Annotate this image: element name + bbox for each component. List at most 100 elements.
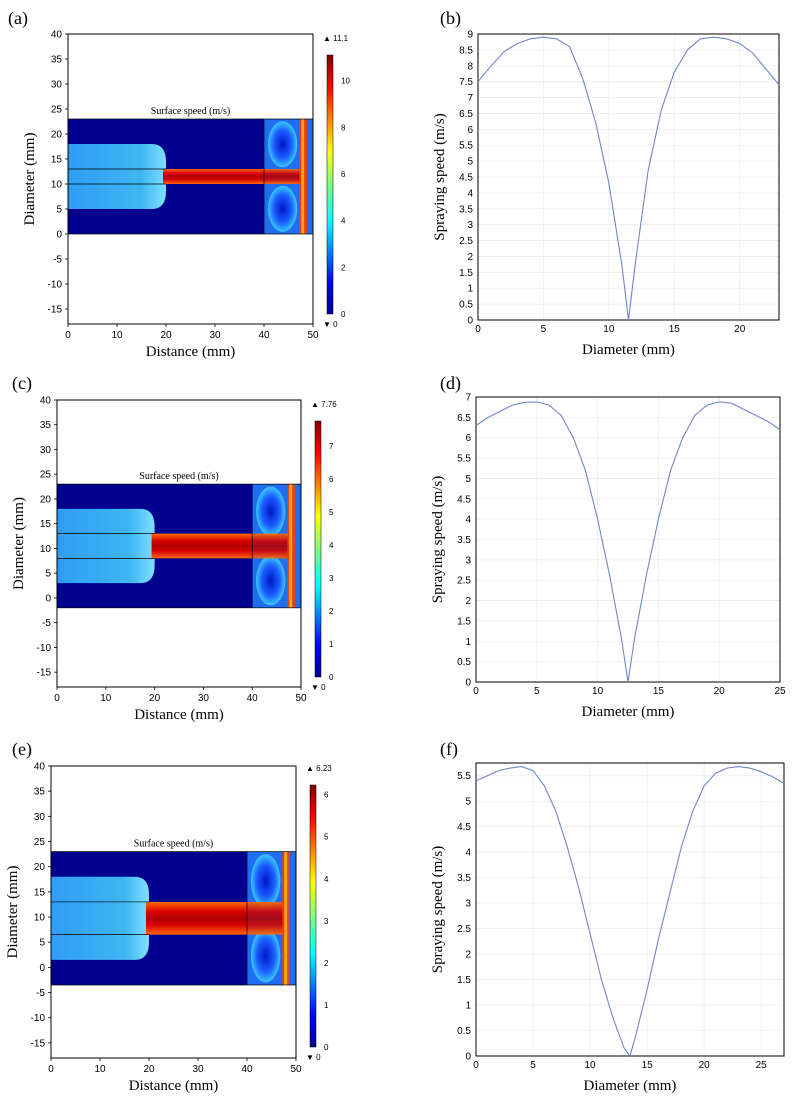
y-tick-label: 3 — [465, 899, 471, 910]
y-tick-label: -10 — [37, 643, 52, 654]
y-tick-label: -5 — [36, 988, 45, 999]
x-tick-label: 20 — [160, 330, 172, 341]
y-tick-label: 3.5 — [459, 204, 473, 215]
surface-title: Surface speed (m/s) — [134, 839, 213, 850]
y-tick-label: 20 — [51, 130, 63, 141]
y-tick-label: 4.5 — [459, 173, 473, 184]
colorbar-tick-label: 5 — [324, 833, 329, 842]
jet-outlet — [264, 169, 303, 184]
y-tick-label: 15 — [34, 887, 46, 898]
y-tick-label: -15 — [37, 668, 52, 679]
y-tick-label: -10 — [31, 1013, 46, 1024]
y-tick-label: 4 — [465, 515, 471, 526]
y-tick-label: 10 — [34, 913, 46, 924]
y-tick-label: -15 — [31, 1038, 46, 1049]
y-tick-label: 20 — [40, 494, 52, 505]
y-tick-label: 2 — [467, 252, 473, 263]
y-tick-label: 8 — [467, 61, 473, 72]
x-tick-label: 10 — [603, 324, 615, 335]
y-tick-label: 5.5 — [457, 771, 471, 782]
y-axis-label: Spraying speed (m/s) — [432, 113, 448, 240]
y-tick-label: 1.5 — [459, 268, 473, 279]
x-tick-label: 0 — [48, 1064, 54, 1075]
colorbar-tick-label: 2 — [341, 263, 346, 272]
colorbar-tick-label: 6 — [329, 475, 334, 484]
colorbar-min-label: ▼ 0 — [306, 1053, 321, 1062]
y-tick-label: 6 — [467, 125, 473, 136]
panel-label: (f) — [440, 739, 458, 760]
y-tick-label: 35 — [34, 787, 46, 798]
y-tick-label: -5 — [53, 255, 62, 266]
x-tick-label: 25 — [756, 1060, 768, 1071]
panel-f: (f) 0 5 10 15 20 25 0 0.5 1 1.5 2 2.5 3 3.5 4 4.5 5 5.5 Dia… — [430, 739, 785, 1094]
panel-d: (d) 0 5 10 15 20 25 0 0.5 1 1.5 2 2.5 3 3.5 4 4.5 5 5.5 6 6.… — [430, 373, 786, 720]
x-tick-label: 30 — [192, 1064, 204, 1075]
y-tick-label: 25 — [34, 837, 46, 848]
colorbar — [309, 784, 317, 1048]
y-tick-label: 25 — [51, 105, 63, 116]
x-tick-label: 20 — [149, 693, 161, 704]
y-tick-label: 4 — [467, 188, 473, 199]
x-tick-label: 0 — [473, 1060, 479, 1071]
y-tick-label: 1 — [465, 637, 471, 648]
inlet-region — [51, 876, 149, 960]
colorbar-tick-label: 3 — [324, 917, 329, 926]
panel-c: (c)Surface speed (m/s)0 10 20 30 40 50-15-10-… — [11, 373, 337, 723]
y-tick-label: -15 — [48, 305, 63, 316]
y-tick-label: 0 — [39, 963, 45, 974]
x-tick-label: 40 — [247, 693, 259, 704]
y-tick-label: 1 — [467, 284, 473, 295]
jet-core — [146, 901, 247, 935]
panel-label: (e) — [12, 739, 32, 760]
x-axis-label: Diameter (mm) — [584, 1078, 677, 1094]
vortex-upper — [250, 854, 281, 908]
y-tick-label: 5 — [467, 157, 473, 168]
colorbar-tick-label: 6 — [324, 791, 329, 800]
y-tick-label: 5 — [465, 474, 471, 485]
y-tick-label: 0.5 — [457, 657, 471, 668]
colorbar-tick-label: 8 — [341, 123, 346, 132]
y-tick-label: 0 — [56, 230, 62, 241]
x-tick-label: 50 — [307, 330, 319, 341]
x-axis-label: Distance (mm) — [134, 707, 224, 723]
colorbar-tick-label: 4 — [324, 875, 329, 884]
y-tick-label: 5 — [39, 938, 45, 949]
x-tick-label: 30 — [209, 330, 221, 341]
y-tick-label: 4 — [465, 848, 471, 859]
x-tick-label: 20 — [714, 686, 726, 697]
vortex-upper — [256, 486, 286, 537]
y-tick-label: 5 — [45, 569, 51, 580]
x-tick-label: 10 — [585, 1060, 597, 1071]
y-tick-label: -5 — [42, 618, 51, 629]
outlet-wall-jet-edge — [289, 484, 293, 608]
x-tick-label: 20 — [699, 1060, 711, 1071]
y-tick-label: 10 — [51, 180, 63, 191]
y-tick-label: 35 — [51, 55, 63, 66]
y-tick-label: 30 — [40, 445, 52, 456]
x-tick-label: 0 — [65, 330, 71, 341]
y-tick-label: 15 — [51, 155, 63, 166]
jet-outlet — [252, 533, 291, 559]
y-tick-label: 4.5 — [457, 494, 471, 505]
y-tick-label: 6 — [465, 433, 471, 444]
y-tick-label: 8.5 — [459, 45, 473, 56]
y-tick-label: 10 — [40, 544, 52, 555]
colorbar-tick-label: 0 — [329, 673, 334, 682]
inlet-region — [68, 144, 166, 209]
y-tick-label: 25 — [40, 470, 52, 481]
y-axis-label: Diameter (mm) — [5, 866, 21, 959]
inlet-region — [57, 508, 155, 584]
y-axis-label: Spraying speed (m/s) — [430, 846, 446, 973]
x-tick-label: 5 — [541, 324, 547, 335]
jet-core — [151, 533, 253, 559]
x-tick-label: 10 — [111, 330, 123, 341]
y-axis-label: Diameter (mm) — [11, 497, 27, 590]
panel-a: (a)Surface speed (m/s)0 10 20 30 40 50-15-10-… — [8, 8, 350, 360]
x-axis-label: Diameter (mm) — [582, 704, 675, 720]
y-tick-label: 6.5 — [457, 413, 471, 424]
colorbar-tick-label: 7 — [329, 442, 334, 451]
vortex-lower — [256, 555, 286, 606]
colorbar-max-label: ▲ 7.76 — [311, 400, 337, 409]
y-tick-label: 7 — [465, 393, 471, 404]
y-tick-label: 0.5 — [459, 300, 473, 311]
